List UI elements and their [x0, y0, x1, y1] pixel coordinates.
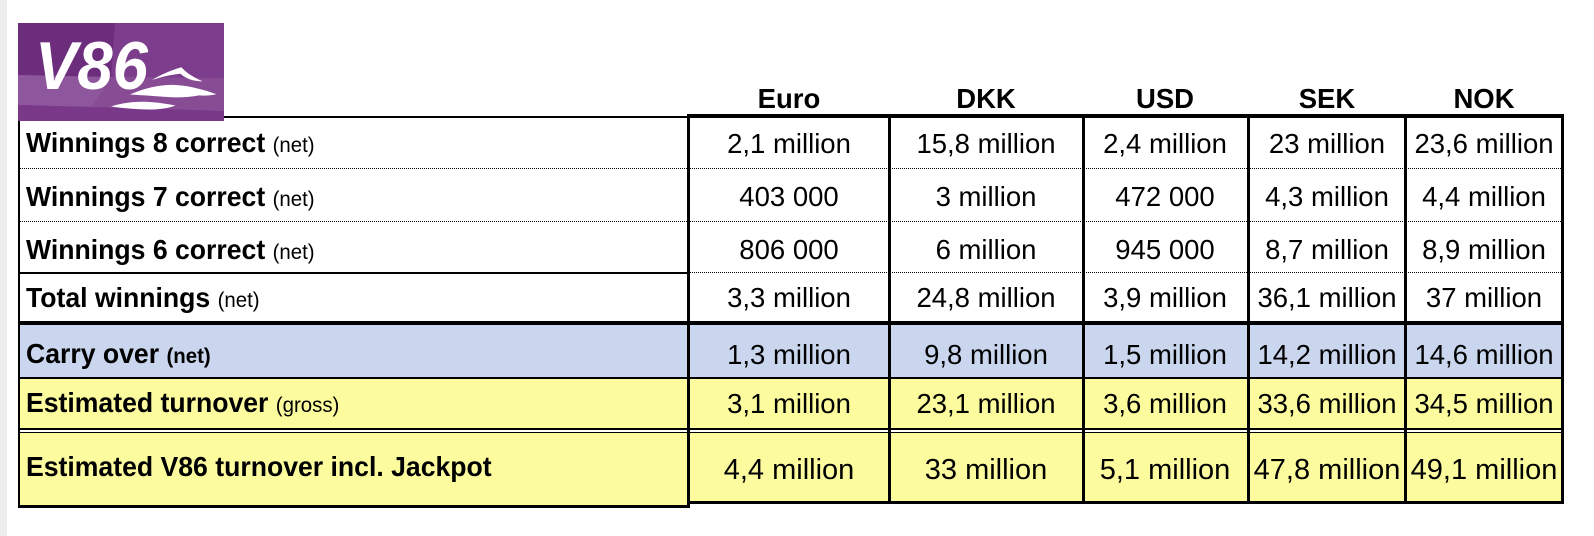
svg-text:V86: V86 [35, 28, 149, 104]
